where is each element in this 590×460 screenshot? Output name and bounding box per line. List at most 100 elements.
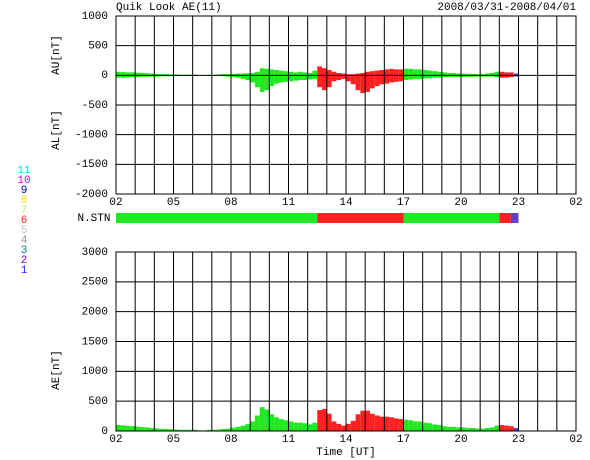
bar (437, 425, 442, 431)
x-tick-label: 08 (224, 434, 237, 446)
bar (125, 425, 131, 431)
station-legend-entry: 5 (21, 225, 28, 237)
bar (288, 421, 294, 431)
bar (130, 426, 136, 431)
x-tick-label: 14 (339, 434, 353, 446)
bar (278, 75, 284, 83)
bar (139, 427, 145, 431)
bar (226, 428, 231, 431)
bar (336, 75, 342, 81)
bar (326, 75, 332, 88)
bar (116, 425, 121, 431)
bar (494, 71, 500, 76)
bar (144, 73, 150, 76)
bar (504, 75, 509, 78)
bar (264, 409, 270, 431)
bar (508, 75, 514, 78)
bar (451, 72, 457, 76)
bar (274, 69, 279, 76)
bar (235, 75, 241, 78)
bar (475, 428, 481, 431)
bar (437, 71, 442, 76)
bar (413, 421, 418, 431)
bar (350, 420, 356, 431)
y-tick-label: 0 (101, 426, 108, 438)
bar (135, 72, 140, 76)
bar (360, 72, 366, 76)
x-tick-label: 17 (397, 197, 410, 209)
y-tick-label: 2000 (82, 307, 108, 319)
nstn-segment (510, 213, 519, 223)
bar (293, 75, 299, 81)
bar (465, 428, 471, 431)
bar (470, 73, 476, 76)
bar (369, 71, 375, 76)
bar (446, 72, 452, 76)
plot-frame (115, 15, 577, 195)
bar (269, 75, 275, 87)
bar (398, 75, 404, 82)
bar (489, 72, 495, 76)
x-tick-label: 11 (282, 197, 296, 209)
bar (379, 69, 385, 76)
bar (178, 429, 184, 431)
nstn-segment (317, 213, 404, 223)
bar (384, 416, 390, 431)
bar (254, 75, 260, 88)
bar (413, 75, 418, 79)
bar (465, 73, 471, 76)
y-axis-label: AU[nT] (51, 35, 63, 75)
bar (245, 73, 251, 76)
bar (336, 72, 342, 76)
y-tick-label: 2500 (82, 277, 108, 289)
bar (398, 419, 404, 431)
nstn-label: N.STN (77, 213, 110, 225)
bar (489, 427, 495, 431)
y-tick-label: -1000 (75, 130, 108, 142)
bar (346, 75, 351, 82)
bar (446, 75, 452, 78)
bar (365, 71, 370, 76)
station-legend-entry: 7 (21, 205, 28, 217)
chart-title: Quik Look AE(11) (116, 2, 222, 14)
bar (264, 68, 270, 76)
bar (341, 73, 346, 76)
bar (432, 71, 438, 76)
bar (456, 75, 461, 78)
x-tick-label: 23 (512, 434, 525, 446)
y-axis-label: AL[nT] (51, 110, 63, 150)
bar (187, 429, 193, 431)
bar (461, 75, 466, 78)
bar (331, 421, 337, 431)
x-tick-label: 08 (224, 197, 237, 209)
bar (465, 75, 471, 77)
x-tick-label: 23 (512, 197, 525, 209)
bar (393, 69, 399, 76)
bar (403, 75, 409, 81)
bar (427, 75, 433, 79)
bar (408, 420, 414, 431)
bar (293, 422, 299, 431)
x-tick-label: 20 (454, 197, 467, 209)
bar (441, 75, 447, 78)
bar (494, 425, 500, 431)
bar (508, 72, 514, 76)
bar (139, 75, 145, 77)
bar (173, 429, 179, 431)
bar (379, 416, 385, 431)
bar (326, 69, 332, 76)
bar (374, 415, 380, 431)
y-tick-label: 0 (101, 70, 108, 82)
station-legend-entry: 9 (21, 185, 28, 197)
bar (441, 426, 447, 431)
bar (504, 425, 509, 431)
bar (374, 75, 380, 87)
station-legend-entry: 3 (21, 245, 28, 257)
bar (259, 407, 265, 431)
bar (470, 428, 476, 431)
nstn-segment (403, 213, 500, 223)
bar (116, 71, 121, 76)
bar (346, 423, 351, 431)
bar (360, 75, 366, 94)
